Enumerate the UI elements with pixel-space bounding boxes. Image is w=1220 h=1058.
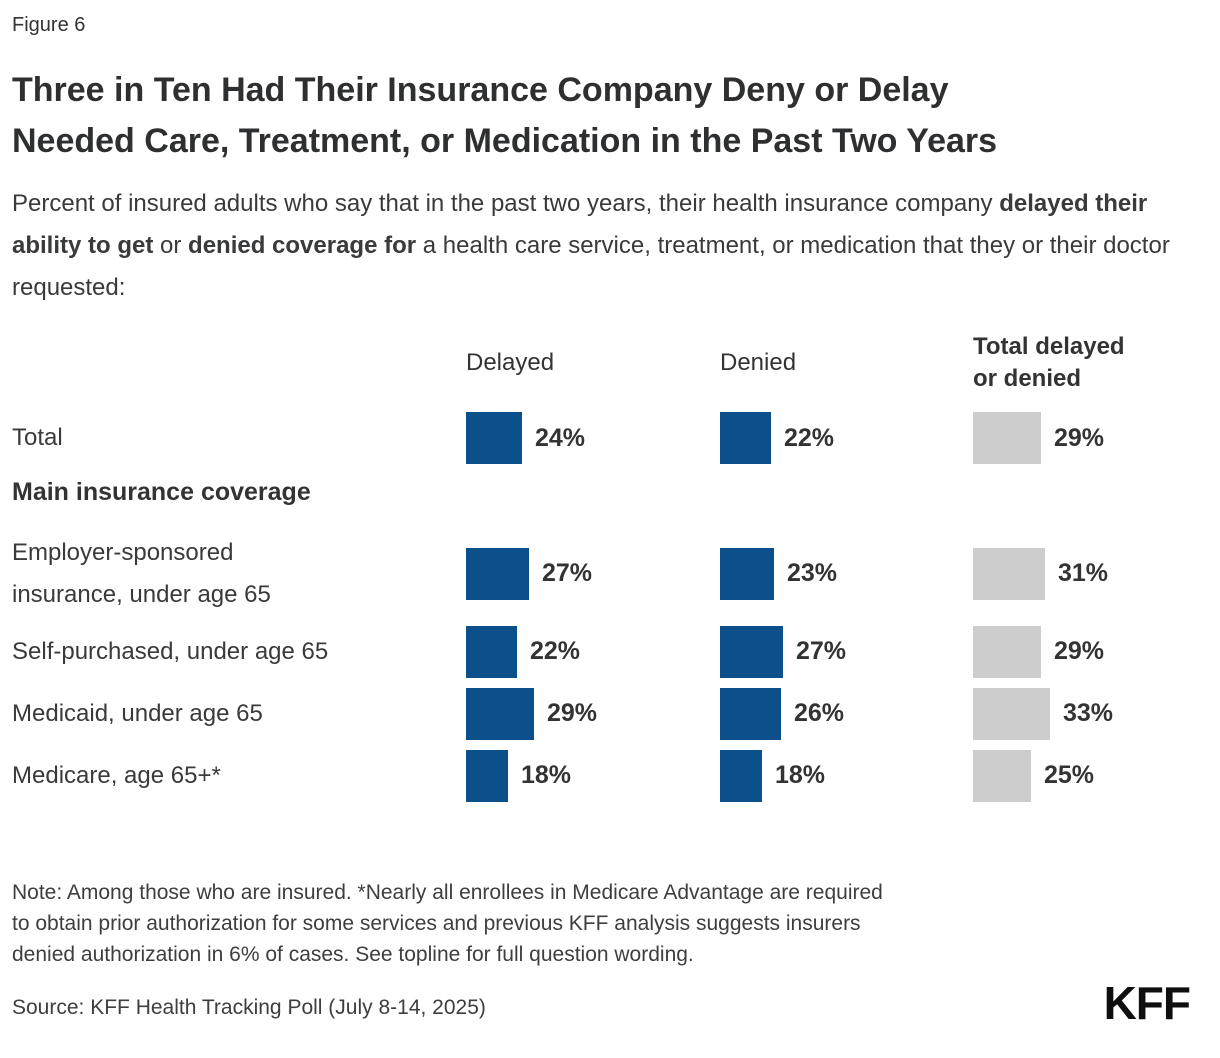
chart-title-line2: Needed Care, Treatment, or Medication in… xyxy=(12,122,998,160)
subtitle-part-bold: denied coverage for xyxy=(188,232,417,259)
note-line: to obtain prior authorization for some s… xyxy=(12,911,861,935)
bar-cell-delayed: 29% xyxy=(466,683,720,745)
bar-value-label: 27% xyxy=(542,559,593,588)
note-line: denied authorization in 6% of cases. See… xyxy=(12,942,694,966)
note: Note: Among those who are insured. *Near… xyxy=(12,877,1196,970)
bar-denied xyxy=(720,547,774,600)
bar-cell-denied: 26% xyxy=(720,683,973,745)
bar-total-delayed-or-denied xyxy=(973,625,1041,678)
bar-total-delayed-or-denied xyxy=(973,412,1041,465)
bar-cell-delayed: 27% xyxy=(466,527,720,621)
subtitle-part: a health care service, treatment, or med… xyxy=(12,232,1170,301)
bar-value-label: 29% xyxy=(1054,423,1105,452)
bar-value-label: 33% xyxy=(1063,699,1114,728)
bar-value-label: 23% xyxy=(787,559,838,588)
kff-logo: KFF xyxy=(1103,976,1191,1029)
bar-value-label: 29% xyxy=(547,699,598,728)
bar-cell-denied: 22% xyxy=(720,412,973,465)
bar-denied xyxy=(720,749,762,802)
bar-cell-total-delayed-or-denied: 33% xyxy=(973,683,1196,745)
bar-delayed xyxy=(466,547,529,600)
subtitle-part: or xyxy=(153,232,189,259)
row-label: Medicare, age 65+* xyxy=(12,761,221,789)
table-row-medicare: Medicare, age 65+* 18% 18% 25% xyxy=(12,745,1196,807)
note-line: Note: Among those who are insured. *Near… xyxy=(12,880,883,904)
bar-cell-delayed: 18% xyxy=(466,745,720,807)
bar-value-label: 18% xyxy=(521,761,572,790)
bar-value-label: 27% xyxy=(796,637,847,666)
subtitle-part: Percent of insured adults who say that i… xyxy=(12,190,1000,217)
bar-value-label: 29% xyxy=(1054,637,1105,666)
bar-cell-total-delayed-or-denied: 29% xyxy=(973,621,1196,683)
chart: Delayed Denied Total delayed or denied T… xyxy=(12,331,1196,807)
footer: Source: KFF Health Tracking Poll (July 8… xyxy=(12,980,1196,1026)
chart-subtitle: Percent of insured adults who say that i… xyxy=(12,183,1192,309)
bar-total-delayed-or-denied xyxy=(973,749,1031,802)
row-label: Total xyxy=(12,424,63,452)
bar-value-label: 26% xyxy=(794,699,845,728)
column-header-delayed: Delayed xyxy=(466,349,555,377)
bar-cell-denied: 18% xyxy=(720,745,973,807)
bar-total-delayed-or-denied xyxy=(973,547,1045,600)
column-header-row: Delayed Denied Total delayed or denied xyxy=(12,331,1196,396)
section-header-row: Main insurance coverage xyxy=(12,465,1196,521)
bar-value-label: 25% xyxy=(1044,761,1095,790)
row-label: Self-purchased, under age 65 xyxy=(12,637,329,665)
bar-denied xyxy=(720,625,783,678)
bar-cell-total-delayed-or-denied: 29% xyxy=(973,412,1196,465)
table-row-employer: Employer-sponsored insurance, under age … xyxy=(12,527,1196,621)
bar-cell-denied: 23% xyxy=(720,527,973,621)
table-row-total: Total 24% 22% 29% xyxy=(12,412,1196,465)
bar-value-label: 18% xyxy=(775,761,826,790)
figure-label: Figure 6 xyxy=(12,14,86,36)
bar-total-delayed-or-denied xyxy=(973,687,1050,740)
column-header-denied: Denied xyxy=(720,349,797,377)
bar-delayed xyxy=(466,687,534,740)
source-text: Source: KFF Health Tracking Poll (July 8… xyxy=(12,995,486,1019)
bar-delayed xyxy=(466,625,517,678)
row-label: Medicaid, under age 65 xyxy=(12,699,263,727)
table-row-medicaid: Medicaid, under age 65 29% 26% 33% xyxy=(12,683,1196,745)
bar-value-label: 22% xyxy=(530,637,581,666)
bar-value-label: 31% xyxy=(1058,559,1109,588)
row-label: Employer-sponsored insurance, under age … xyxy=(12,538,271,608)
bar-cell-delayed: 24% xyxy=(466,412,720,465)
bar-denied xyxy=(720,412,771,465)
section-header: Main insurance coverage xyxy=(12,478,311,507)
bar-value-label: 22% xyxy=(784,423,835,452)
bar-delayed xyxy=(466,412,522,465)
chart-title-line1: Three in Ten Had Their Insurance Company… xyxy=(12,71,949,109)
bar-delayed xyxy=(466,749,508,802)
table-row-self-purchased: Self-purchased, under age 65 22% 27% 29% xyxy=(12,621,1196,683)
bar-cell-total-delayed-or-denied: 25% xyxy=(973,745,1196,807)
subtitle-part-bold: delayed their ability to get xyxy=(12,190,1148,259)
bar-denied xyxy=(720,687,781,740)
chart-title: Three in Ten Had Their Insurance Company… xyxy=(12,65,1196,167)
bar-cell-delayed: 22% xyxy=(466,621,720,683)
bar-cell-denied: 27% xyxy=(720,621,973,683)
bar-cell-total-delayed-or-denied: 31% xyxy=(973,527,1196,621)
column-header-total: Total delayed or denied xyxy=(973,333,1125,393)
bar-value-label: 24% xyxy=(535,423,586,452)
